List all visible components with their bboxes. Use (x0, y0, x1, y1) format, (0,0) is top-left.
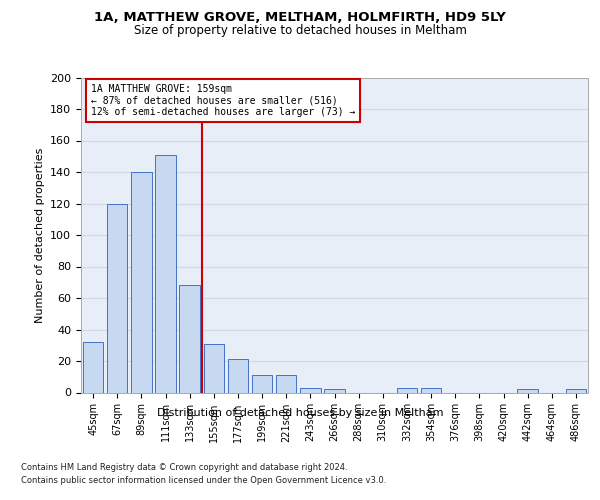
Bar (324, 390, 345, 392)
Bar (131, 172, 152, 392)
Bar (227, 360, 248, 392)
Bar (276, 375, 296, 392)
Text: 1A MATTHEW GROVE: 159sqm
← 87% of detached houses are smaller (516)
12% of semi-: 1A MATTHEW GROVE: 159sqm ← 87% of detach… (91, 84, 356, 117)
Text: Contains public sector information licensed under the Open Government Licence v3: Contains public sector information licen… (21, 476, 386, 485)
Text: 1A, MATTHEW GROVE, MELTHAM, HOLMFIRTH, HD9 5LY: 1A, MATTHEW GROVE, MELTHAM, HOLMFIRTH, H… (94, 11, 506, 24)
Bar (517, 390, 538, 392)
Bar (179, 286, 200, 393)
Bar (421, 388, 442, 392)
Text: Contains HM Land Registry data © Crown copyright and database right 2024.: Contains HM Land Registry data © Crown c… (21, 462, 347, 471)
Text: Size of property relative to detached houses in Meltham: Size of property relative to detached ho… (134, 24, 466, 37)
Bar (155, 154, 176, 392)
Bar (203, 344, 224, 392)
Bar (300, 388, 320, 392)
Bar (83, 342, 103, 392)
Bar (397, 388, 417, 392)
Text: Distribution of detached houses by size in Meltham: Distribution of detached houses by size … (157, 408, 443, 418)
Bar (566, 390, 586, 392)
Y-axis label: Number of detached properties: Number of detached properties (35, 148, 44, 322)
Bar (107, 204, 127, 392)
Bar (252, 375, 272, 392)
